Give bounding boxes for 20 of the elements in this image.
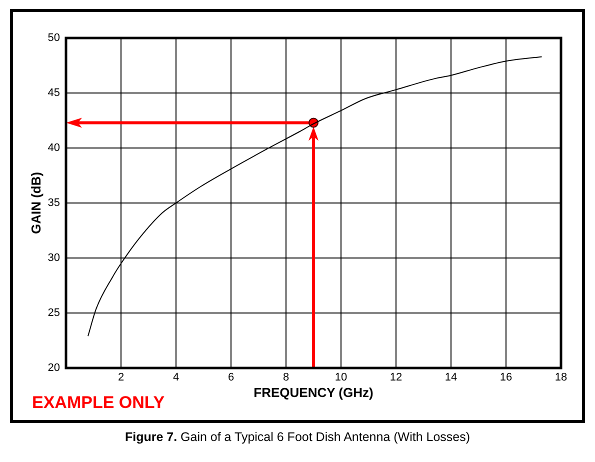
x-axis-title: FREQUENCY (GHz) bbox=[254, 384, 374, 400]
x-tick-label: 8 bbox=[282, 372, 290, 384]
y-tick-label: 50 bbox=[48, 32, 60, 44]
y-tick-label: 45 bbox=[48, 87, 60, 100]
x-tick-label: 14 bbox=[444, 372, 458, 384]
y-tick-label: 20 bbox=[48, 362, 60, 374]
x-tick-label: 2 bbox=[118, 372, 124, 384]
y-tick-label: 35 bbox=[48, 197, 60, 210]
y-tick-label: 40 bbox=[48, 142, 60, 154]
x-tick-label: 4 bbox=[172, 372, 180, 384]
x-tick-label: 18 bbox=[554, 372, 568, 384]
y-axis-title: GAIN (dB) bbox=[28, 172, 44, 234]
y-tick-label: 30 bbox=[48, 252, 60, 264]
text: EXAMPLE ONLY bbox=[32, 393, 166, 412]
x-tick-label: 10 bbox=[334, 372, 348, 384]
x-tick-label: 6 bbox=[228, 372, 234, 384]
y-tick-label: 25 bbox=[48, 307, 60, 320]
x-tick-label: 12 bbox=[390, 372, 402, 384]
text: Figure 7. Gain of a Typical 6 Foot Dish Antenna (With Losses) bbox=[124, 430, 470, 444]
x-tick-label: 16 bbox=[500, 372, 512, 384]
